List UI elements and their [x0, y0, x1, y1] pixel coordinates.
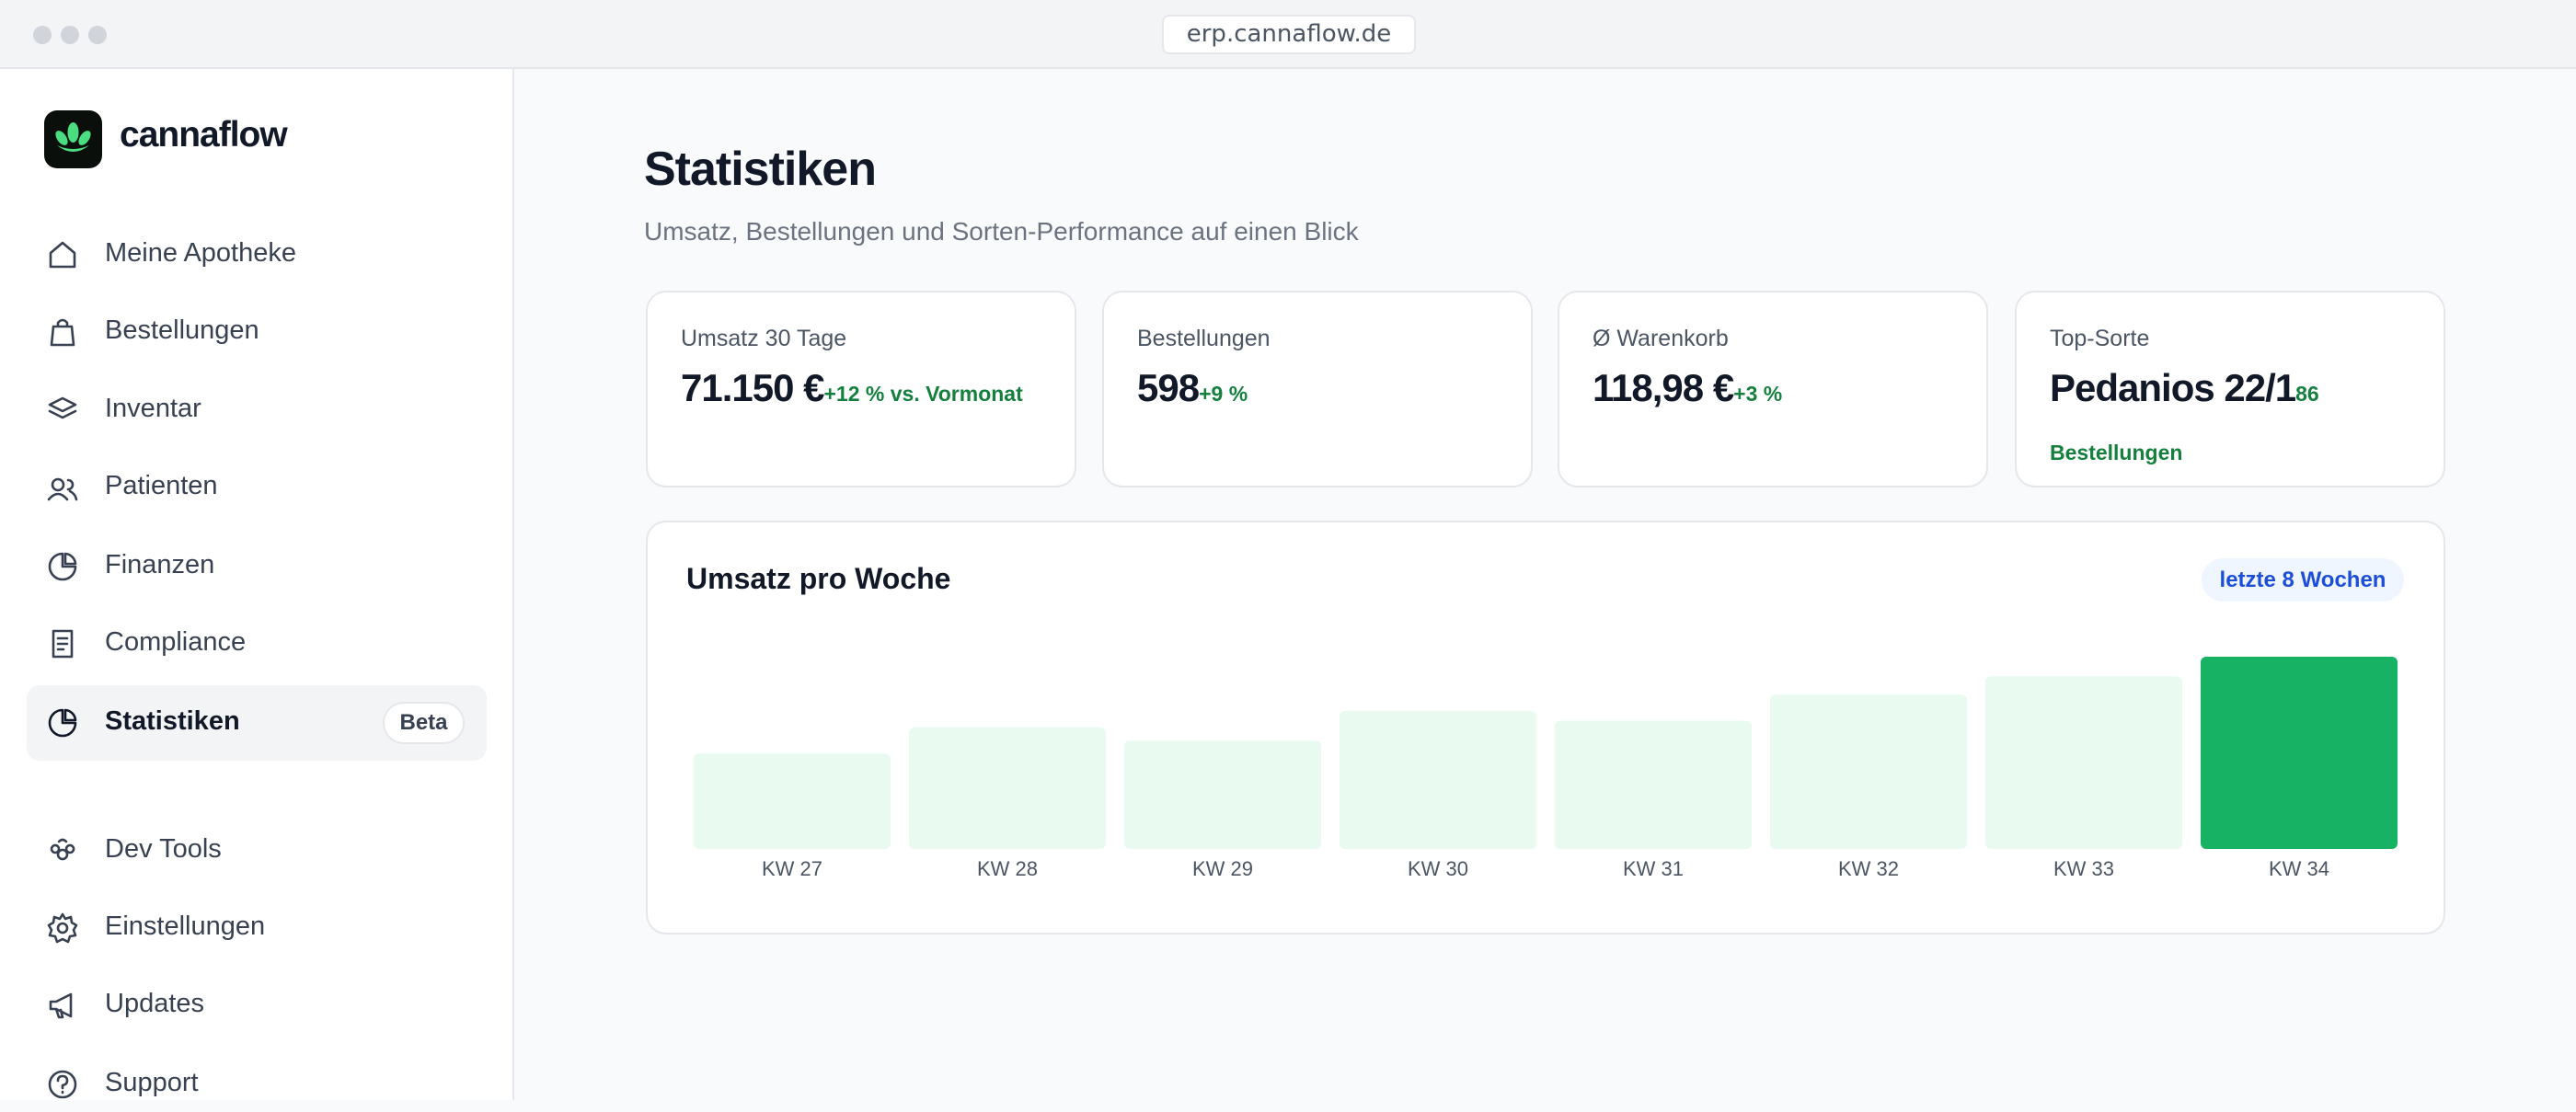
nav-label: Dev Tools: [105, 834, 222, 864]
kpi-delta: +9 %: [1199, 382, 1248, 406]
kpi-card: Ø Warenkorb 118,98 €+3 %: [1558, 291, 1988, 487]
kpi-value-row: 118,98 €+3 %: [1593, 361, 1961, 425]
brand-name: cannaflow: [120, 115, 288, 155]
nav-label: Bestellungen: [105, 315, 259, 345]
nav-icon: [48, 396, 77, 419]
nav-label: Statistiken: [105, 706, 240, 736]
nav-label: Support: [105, 1068, 199, 1097]
nav-item[interactable]: Bestellungen: [0, 304, 514, 360]
nav-icon: [49, 992, 73, 1019]
bar: [694, 753, 891, 849]
icon-shape: [50, 318, 75, 347]
kpi-value: 118,98 €: [1593, 366, 1734, 409]
nav-icon: [50, 318, 75, 347]
bar: [1985, 676, 2182, 849]
sidebar: [0, 69, 514, 1100]
icon-shape: [48, 552, 77, 581]
kpi-label: Top-Sorte: [2050, 326, 2150, 351]
kpi-delta: +3 %: [1733, 382, 1783, 406]
page-subtitle: Umsatz, Bestellungen und Sorten-Performa…: [644, 217, 1359, 246]
nav-icon: [49, 241, 76, 269]
icon-shape: [47, 912, 78, 944]
x-tick-label: KW 30: [1408, 857, 1468, 880]
x-tick-label: KW 34: [2269, 857, 2329, 880]
nav-item[interactable]: Updates: [0, 978, 514, 1033]
nav-item[interactable]: Compliance: [0, 616, 514, 671]
kpi-delta: +12 % vs. Vormonat: [823, 382, 1023, 406]
x-tick-label: KW 31: [1623, 857, 1684, 880]
bar: [1124, 740, 1321, 849]
bar: [1555, 720, 1752, 849]
nav-item[interactable]: Meine Apotheke: [0, 227, 514, 282]
icon-shape: [52, 629, 74, 659]
chart: KW 27 KW 28 KW 29 KW 30 KW 31 KW 32 KW 33 KW 34: [694, 657, 2398, 880]
kpi-card: Top-Sorte Pedanios 22/186 Bestellungen: [2015, 291, 2445, 487]
nav-item[interactable]: Dev Tools: [0, 823, 514, 878]
nav-icon: [47, 477, 78, 501]
kpi-label: Umsatz 30 Tage: [681, 326, 847, 351]
icon-shape: [49, 241, 76, 269]
icon-shape: [47, 477, 78, 501]
kpi-label: Ø Warenkorb: [1593, 326, 1729, 351]
nav-item[interactable]: Einstellungen: [0, 900, 514, 956]
nav-icon: [52, 629, 74, 659]
period-badge[interactable]: letzte 8 Wochen: [2202, 558, 2404, 602]
x-tick-label: KW 32: [1838, 857, 1899, 880]
kpi-label: Bestellungen: [1137, 326, 1271, 351]
kpi-value: 71.150 €: [681, 366, 824, 409]
url-field[interactable]: erp.cannaflow.de: [1162, 15, 1416, 54]
icon-shape: [49, 992, 73, 1019]
bar: [909, 727, 1106, 849]
nav-item[interactable]: Statistiken: [0, 695, 514, 751]
kpi-value-row: 598+9 %: [1137, 361, 1505, 425]
beta-badge: Beta: [383, 702, 465, 744]
nav-label: Patienten: [105, 471, 218, 500]
kpi-value-row: Pedanios 22/186 Bestellungen: [2050, 361, 2418, 484]
window-dot: [88, 26, 107, 44]
window-dot: [61, 26, 79, 44]
nav-icon: [47, 912, 78, 944]
nav-label: Finanzen: [105, 550, 215, 579]
nav-item[interactable]: Finanzen: [0, 539, 514, 594]
nav-icon: [48, 708, 77, 738]
window-dot: [33, 26, 52, 44]
x-tick-label: KW 27: [762, 857, 822, 880]
bar: [1770, 694, 1967, 849]
x-tick-label: KW 28: [977, 857, 1038, 880]
nav-label: Meine Apotheke: [105, 238, 296, 268]
kpi-value: 598: [1137, 366, 1200, 409]
kpi-value: Pedanios 22/1: [2050, 366, 2296, 409]
icon-shape: [48, 708, 77, 738]
browser-bar: erp.cannaflow.de: [0, 0, 2576, 69]
icon-shape: [50, 838, 75, 861]
nav-item[interactable]: Patienten: [0, 460, 514, 515]
icon-shape: [48, 1070, 77, 1099]
logo: [44, 110, 102, 168]
nav-label: Updates: [105, 989, 205, 1018]
chart-title: Umsatz pro Woche: [686, 562, 951, 595]
nav-item[interactable]: Inventar: [0, 383, 514, 438]
x-tick-label: KW 29: [1192, 857, 1253, 880]
nav-label: Compliance: [105, 627, 247, 657]
nav-icon: [48, 1070, 77, 1099]
kpi-value-row: 71.150 €+12 % vs. Vormonat: [681, 361, 1049, 425]
bar: [1340, 710, 1536, 849]
nav-label: Inventar: [105, 394, 201, 423]
kpi-card: Bestellungen 598+9 %: [1102, 291, 1533, 487]
kpi-card: Umsatz 30 Tage 71.150 €+12 % vs. Vormonat: [646, 291, 1076, 487]
x-tick-label: KW 33: [2053, 857, 2114, 880]
kpi-delta: 86 Bestellungen: [2050, 382, 2319, 464]
nav-label: Einstellungen: [105, 911, 266, 941]
bar: [2201, 657, 2398, 849]
page-title: Statistiken: [644, 143, 877, 196]
icon-shape: [48, 396, 77, 419]
nav-icon: [48, 552, 77, 581]
nav-icon: [50, 838, 75, 861]
nav-item[interactable]: Support: [0, 1057, 514, 1112]
